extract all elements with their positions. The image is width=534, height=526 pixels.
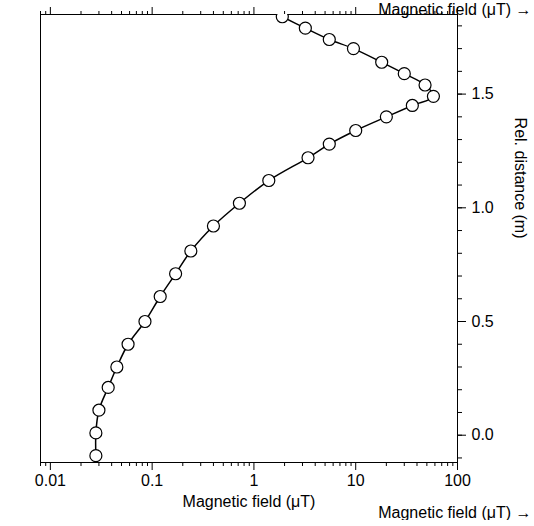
svg-text:10: 10 [347,472,365,489]
svg-text:1: 1 [249,472,258,489]
svg-text:Rel. distance (m): Rel. distance (m) [512,118,529,239]
svg-text:1.0: 1.0 [472,199,494,216]
svg-text:Magnetic field (μT) →: Magnetic field (μT) → [378,504,531,521]
svg-text:100: 100 [444,472,471,489]
svg-text:1.5: 1.5 [472,85,494,102]
svg-text:Magnetic field (μT): Magnetic field (μT) [183,493,316,510]
svg-text:0.1: 0.1 [141,472,163,489]
svg-text:Magnetic field (μT) →: Magnetic field (μT) → [378,1,531,18]
svg-text:0.5: 0.5 [472,313,494,330]
svg-text:0.0: 0.0 [472,426,494,443]
svg-text:0.01: 0.01 [35,472,66,489]
